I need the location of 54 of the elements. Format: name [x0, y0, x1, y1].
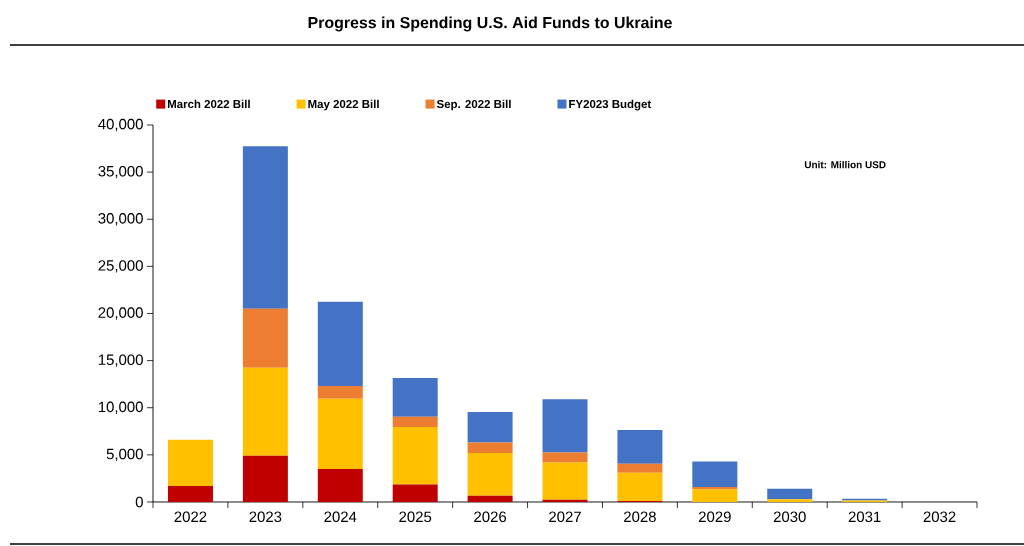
bar: [767, 488, 813, 500]
y-tick-label: 35,000: [98, 165, 143, 179]
y-tick-label: 15,000: [98, 354, 143, 367]
bar: [167, 485, 213, 502]
y-tick-label: 30,000: [98, 213, 143, 226]
bar: [317, 398, 363, 469]
bar: [242, 308, 288, 368]
chart-title: Progress in Spending U.S. Aid Funds to Ukraine: [308, 16, 672, 32]
legend-label: FY2023 Budget: [569, 99, 652, 111]
x-tick-label: 2022: [174, 511, 207, 523]
bar: [617, 429, 663, 464]
bar: [467, 442, 513, 453]
legend-label: May 2022 Bill: [308, 99, 379, 111]
bar: [392, 427, 438, 485]
bar: [317, 469, 363, 502]
bar: [242, 146, 288, 309]
bar: [542, 399, 588, 453]
bar: [542, 462, 588, 500]
bar: [542, 452, 588, 463]
bar: [467, 452, 513, 496]
x-tick-label: 2027: [549, 511, 581, 523]
x-tick-label: 2029: [698, 511, 731, 523]
bar: [317, 301, 363, 387]
x-tick-label: 2030: [773, 511, 806, 523]
y-tick-label: 0: [135, 496, 143, 508]
bar: [617, 463, 663, 473]
x-tick-label: 2031: [848, 511, 881, 523]
bar: [242, 455, 288, 502]
bar: [467, 495, 513, 502]
legend-label: Sep. 2022 Bill: [436, 99, 511, 111]
x-tick-label: 2032: [923, 511, 956, 523]
y-tick-label: 25,000: [98, 260, 143, 273]
bar: [692, 489, 738, 502]
x-tick-label: 2026: [474, 511, 507, 523]
x-tick-label: 2025: [399, 511, 432, 523]
bar: [242, 367, 288, 456]
bar: [617, 472, 663, 502]
y-tick-label: 5,000: [106, 448, 143, 462]
bar: [392, 416, 438, 428]
bar: [767, 499, 813, 502]
bar: [392, 378, 438, 417]
x-tick-label: 2028: [624, 511, 656, 523]
x-tick-label: 2023: [249, 511, 282, 523]
bar: [392, 484, 438, 502]
legend-label: March 2022 Bill: [167, 99, 250, 109]
x-tick-label: 2024: [324, 511, 357, 523]
bar: [167, 439, 213, 486]
y-tick-label: 10,000: [98, 401, 143, 414]
bar: [317, 386, 363, 399]
y-tick-label: 20,000: [98, 307, 143, 320]
annotation: Unit: Million USD: [804, 160, 886, 169]
y-tick-label: 40,000: [98, 118, 143, 132]
bar: [467, 411, 513, 443]
bar: [692, 461, 738, 487]
